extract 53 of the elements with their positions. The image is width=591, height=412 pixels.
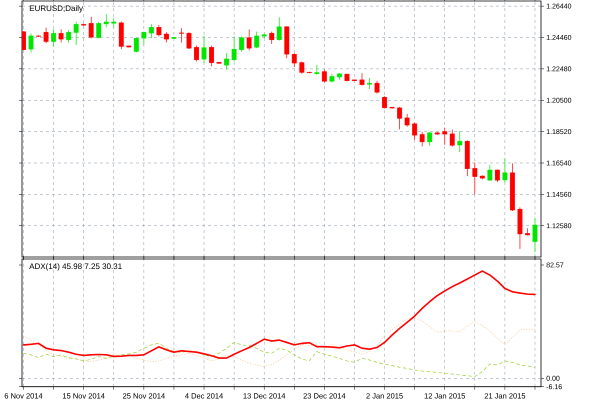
chart-title: ADX(14) 45.98 7.25 30.31	[29, 263, 122, 271]
candlestick	[156, 24, 162, 37]
candlestick	[457, 130, 462, 152]
candlestick	[44, 27, 49, 44]
candlestick	[427, 132, 432, 146]
candlestick	[532, 218, 538, 253]
candlestick	[111, 18, 116, 29]
candlestick	[442, 127, 448, 146]
candlestick	[292, 52, 297, 68]
candlestick	[269, 31, 274, 44]
candlestick	[209, 45, 214, 66]
candlestick	[104, 14, 109, 28]
candlestick	[276, 16, 282, 41]
candlestick	[232, 36, 237, 62]
candlestick	[404, 114, 410, 128]
candlestick	[299, 61, 304, 74]
candlestick	[494, 168, 500, 182]
candlestick	[525, 228, 530, 236]
candlestick	[314, 64, 320, 76]
candlestick	[118, 21, 124, 50]
candlestick	[322, 69, 327, 83]
candlestick	[487, 164, 492, 182]
candlestick	[502, 158, 508, 184]
candlestick	[412, 122, 418, 140]
candlestick	[186, 32, 192, 50]
candlestick	[96, 22, 102, 39]
candlestick	[246, 29, 252, 51]
candlestick	[397, 106, 402, 130]
chart-title: EURUSD;Daily	[30, 5, 83, 13]
candlestick	[254, 31, 260, 49]
candlestick	[450, 129, 455, 148]
candlestick	[164, 32, 169, 43]
candlestick	[367, 78, 372, 90]
candlestick	[202, 36, 206, 64]
line-series	[23, 317, 536, 367]
candlestick	[51, 29, 56, 47]
candlestick	[88, 16, 94, 39]
candlestick	[179, 28, 184, 43]
candlestick	[472, 162, 478, 195]
candlestick	[28, 32, 34, 53]
candlestick	[374, 80, 380, 94]
candlestick	[66, 30, 72, 43]
candlestick	[239, 36, 244, 52]
candlestick	[382, 96, 388, 109]
candlestick	[360, 72, 364, 86]
candlestick	[148, 24, 154, 39]
candlestick	[224, 52, 230, 70]
candlestick	[141, 31, 146, 46]
candlestick	[74, 21, 79, 46]
candlestick	[58, 29, 64, 43]
candlestick	[194, 45, 199, 62]
candlestick	[420, 132, 425, 147]
candlestick	[134, 37, 139, 53]
